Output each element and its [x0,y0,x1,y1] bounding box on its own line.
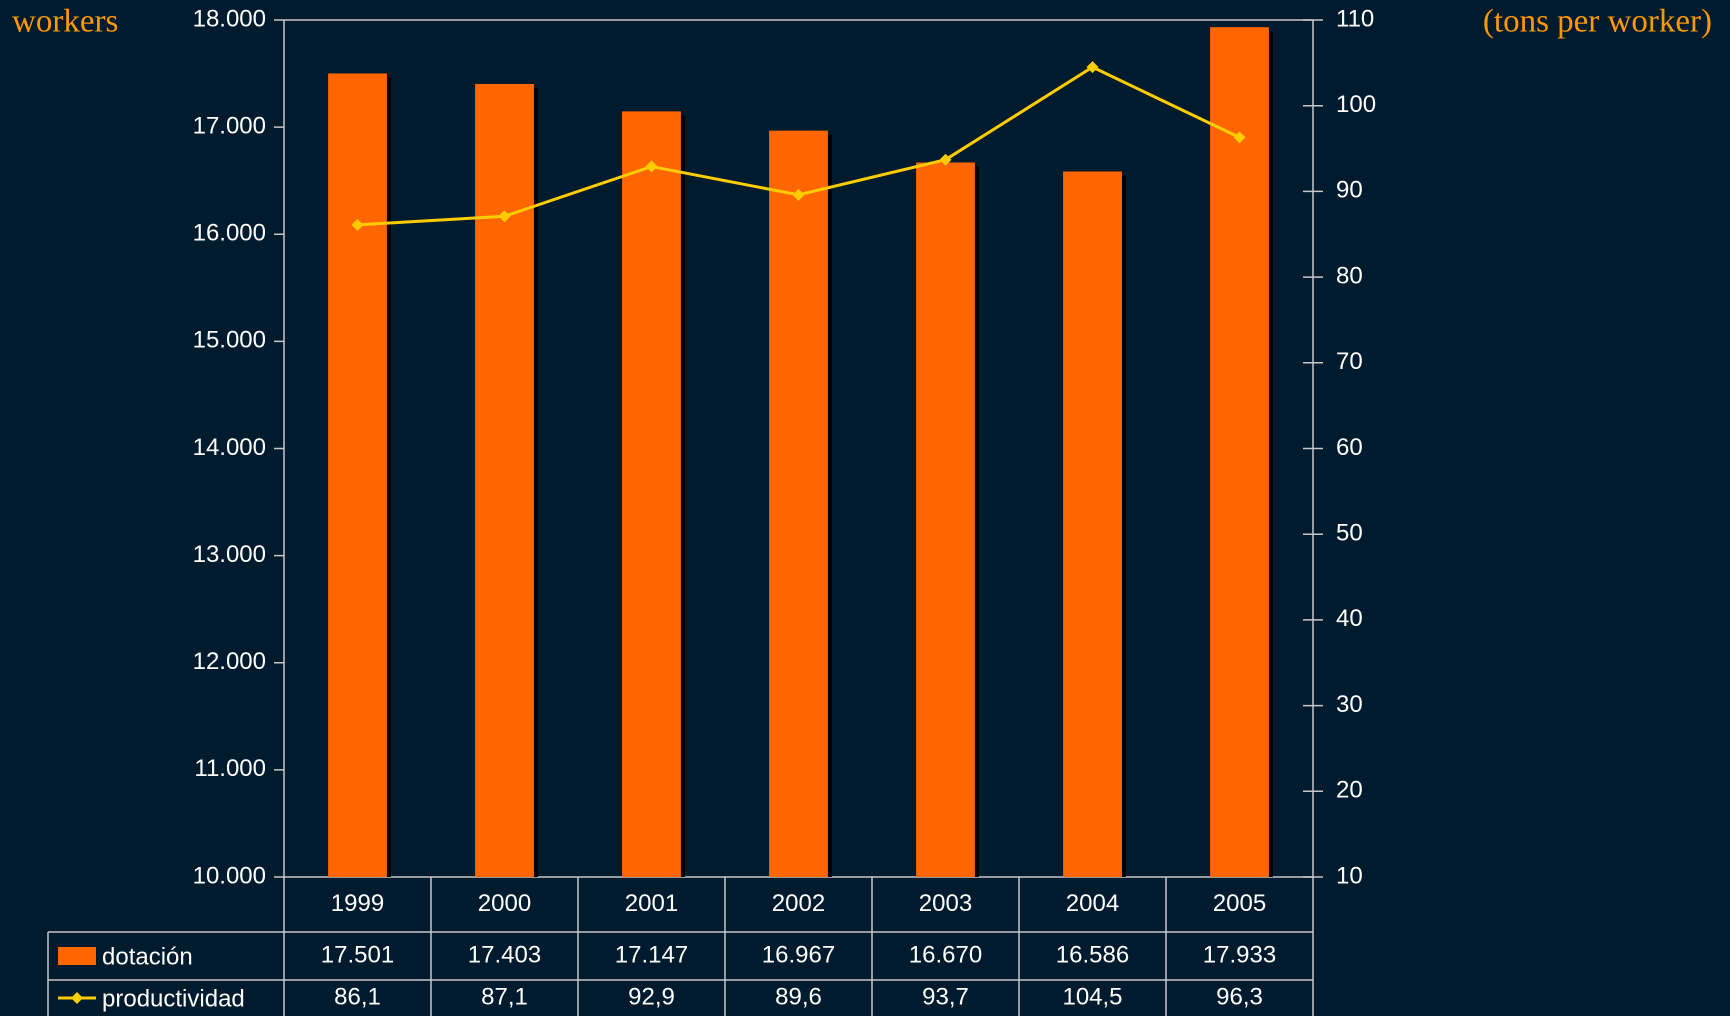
bar [475,83,534,878]
point [351,218,364,231]
y-tick-label: 16.000 [193,220,266,247]
x-tick-label: 2005 [1213,890,1266,917]
y2-tick-label: 100 [1336,91,1376,118]
y2-tick-label: 60 [1336,434,1363,461]
bar [1210,27,1269,878]
table-value: 87,1 [481,983,528,1010]
table-value: 16.586 [1056,941,1129,968]
x-tick-label: 2000 [478,890,531,917]
y-axis-title: workers [12,4,118,40]
table-value: 17.403 [468,941,541,968]
point [1086,61,1099,74]
y-tick-label: 12.000 [193,648,266,675]
table-value: 86,1 [334,983,381,1010]
y2-tick-label: 90 [1336,177,1363,204]
bar [1063,171,1122,878]
table-value: 17.147 [615,941,688,968]
y2-tick-label: 30 [1336,691,1363,718]
x-tick-label: 2001 [625,890,678,917]
y2-tick-label: 10 [1336,862,1363,889]
point [498,210,511,223]
bar [622,111,681,877]
y2-tick-label: 20 [1336,777,1363,804]
y-tick-label: 15.000 [193,327,266,354]
point [1233,131,1246,144]
y-tick-label: 10.000 [193,862,266,889]
y-tick-label: 13.000 [193,541,266,568]
point [939,153,952,166]
y2-tick-label: 50 [1336,520,1363,547]
table-value: 92,9 [628,983,675,1010]
point [645,160,658,173]
x-tick-label: 2003 [919,890,972,917]
table-value: 89,6 [775,983,822,1010]
y2-tick-label: 70 [1336,348,1363,375]
table-value: 16.670 [909,941,982,968]
y-tick-label: 11.000 [194,755,266,782]
point [792,188,805,201]
bar [916,162,975,877]
legend-label: productividad [102,985,245,1012]
legend-label: dotación [102,943,193,970]
x-tick-label: 1999 [331,890,384,917]
x-tick-label: 2004 [1066,890,1119,917]
bar [769,130,828,877]
table-value: 104,5 [1062,983,1122,1010]
table-value: 17.933 [1203,941,1276,968]
table-value: 93,7 [922,983,969,1010]
y2-tick-label: 110 [1336,5,1374,32]
y2-tick-label: 40 [1336,605,1363,632]
table-value: 17.501 [321,941,394,968]
x-tick-label: 2002 [772,890,825,917]
table-value: 96,3 [1216,983,1263,1010]
y-tick-label: 14.000 [193,434,266,461]
y2-tick-label: 80 [1336,262,1363,289]
y2-axis-title: (tons per worker) [1483,4,1712,40]
legend-marker [71,992,83,1004]
legend-swatch [58,947,96,965]
y-tick-label: 17.000 [193,112,266,139]
table-value: 16.967 [762,941,835,968]
bar [328,73,387,877]
y-tick-label: 18.000 [193,5,266,32]
